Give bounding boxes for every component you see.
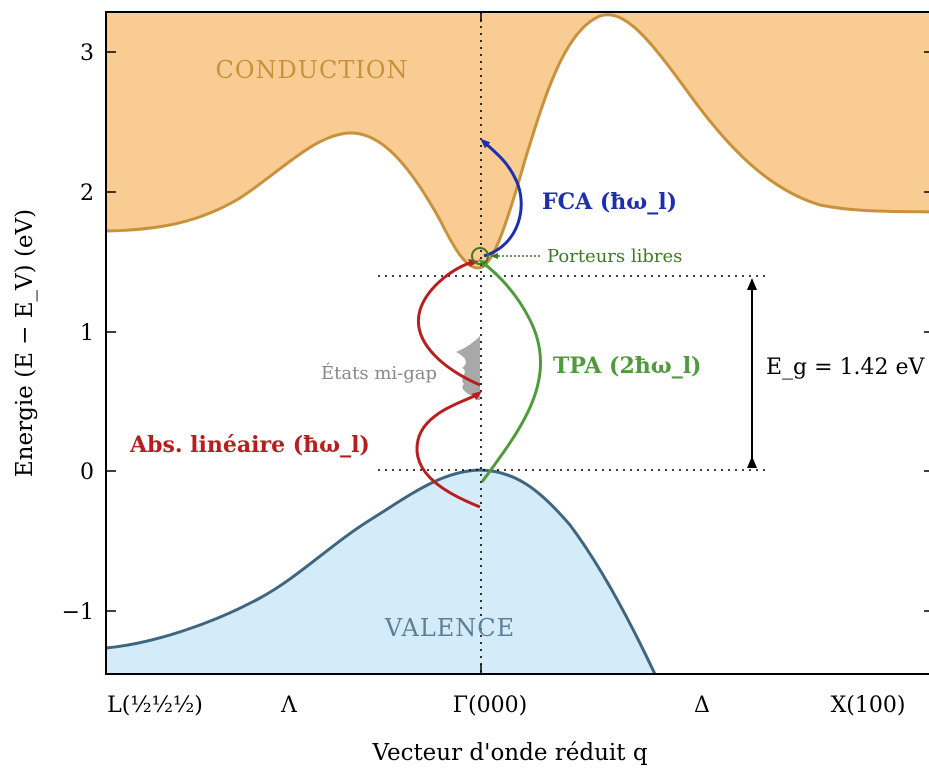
y-tick-labels: 3 2 1 0 −1 <box>62 41 94 625</box>
y-tick-label: −1 <box>62 600 94 625</box>
x-tick-label: Λ <box>280 693 298 718</box>
y-tick-label: 2 <box>80 181 94 206</box>
x-tick-labels: L(½½½) Λ Γ(000) Δ X(100) <box>107 693 905 718</box>
fca-arrow <box>480 138 523 258</box>
conduction-band-edge <box>106 13 929 270</box>
midgap-states-shape <box>456 336 480 400</box>
y-axis-title: Energie (E − E_V) (eV) <box>12 209 38 477</box>
valence-band-edge <box>106 468 657 674</box>
y-tick-label: 1 <box>80 321 94 346</box>
y-tick-label: 3 <box>80 41 94 66</box>
midgap-label: États mi-gap <box>321 361 437 384</box>
conduction-band-fill <box>106 12 929 268</box>
abs-label: Abs. linéaire (ħω_l) <box>129 432 370 458</box>
x-tick-label: L(½½½) <box>107 693 203 718</box>
tpa-label: TPA (2ħω_l) <box>553 353 701 379</box>
conduction-label: CONDUCTION <box>215 56 408 84</box>
plot-frame <box>105 11 929 675</box>
valence-label: VALENCE <box>384 614 515 642</box>
valence-band-fill <box>106 470 660 674</box>
y-axis <box>106 51 929 612</box>
x-tick-label: Γ(000) <box>453 693 527 718</box>
gap-label: E_g = 1.42 eV <box>766 355 926 380</box>
y-tick-label: 0 <box>80 460 94 485</box>
tpa-arrow <box>478 258 542 483</box>
fca-label: FCA (ħω_l) <box>542 189 677 215</box>
x-axis-title: Vecteur d'onde réduit q <box>371 740 647 766</box>
abs-lineaire-arrow-lower <box>415 391 483 509</box>
abs-lineaire-arrow-upper <box>416 258 481 387</box>
x-tick-label: Δ <box>694 693 710 718</box>
porteurs-label: Porteurs libres <box>547 246 682 267</box>
free-carrier-circle <box>471 247 489 265</box>
x-tick-label: X(100) <box>831 693 906 718</box>
